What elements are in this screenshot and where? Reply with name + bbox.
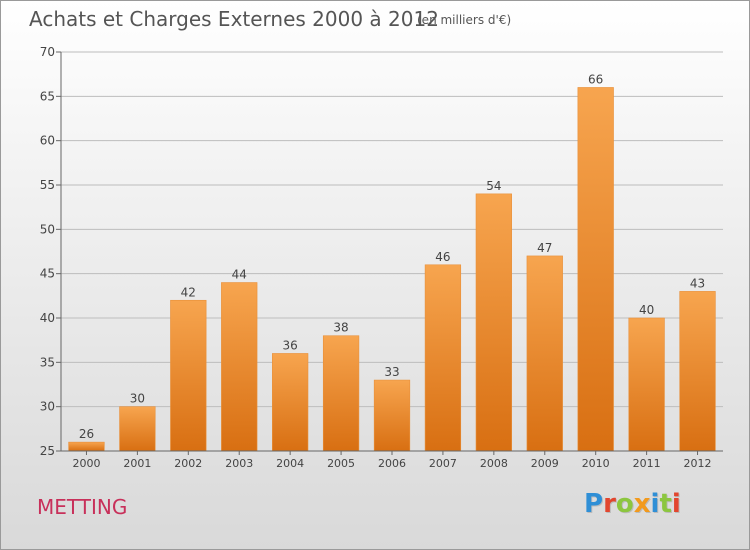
x-tick-label: 2007	[429, 457, 457, 470]
x-tick-label: 2003	[225, 457, 253, 470]
logo-letter: o	[615, 489, 634, 519]
value-label: 54	[486, 179, 501, 193]
bar-2000	[68, 441, 105, 452]
x-tick-label: 2001	[123, 457, 151, 470]
value-label: 43	[690, 276, 705, 290]
bar-2005	[322, 335, 360, 452]
value-label: 46	[435, 250, 450, 264]
bar-2003	[221, 282, 258, 452]
axes	[56, 51, 723, 455]
bar-2001	[119, 406, 156, 452]
bar-2004	[272, 353, 309, 452]
logo-letter: x	[633, 489, 651, 519]
bar-2011	[628, 317, 665, 452]
y-tick-label: 65	[40, 89, 55, 103]
y-tick-label: 50	[40, 222, 55, 236]
x-tick-label: 2005	[327, 457, 355, 470]
x-tick-label: 2011	[633, 457, 661, 470]
value-label: 38	[333, 321, 348, 335]
value-label: 30	[130, 392, 145, 406]
x-tick-label: 2004	[276, 457, 304, 470]
value-label: 40	[639, 303, 654, 317]
grid-lines	[61, 51, 723, 408]
x-tick-label: 2012	[684, 457, 712, 470]
value-label: 36	[283, 338, 298, 352]
value-label: 33	[384, 365, 399, 379]
bar-2010	[577, 87, 614, 452]
chart-subtitle: (en milliers d'€)	[417, 13, 512, 27]
bar-2009	[526, 255, 563, 452]
y-tick-label: 25	[40, 444, 55, 458]
y-tick-label: 60	[40, 134, 55, 148]
value-label: 26	[79, 427, 94, 441]
x-tick-label: 2002	[174, 457, 202, 470]
x-tick-label: 2000	[72, 457, 100, 470]
y-tick-label: 40	[40, 311, 55, 325]
y-tick-label: 35	[40, 355, 55, 369]
bar-2002	[170, 299, 207, 452]
y-tick-label: 70	[40, 45, 55, 59]
logo-letter: i	[650, 489, 660, 519]
bar-2012	[679, 291, 716, 452]
logo-letter: t	[659, 489, 672, 519]
y-tick-label: 55	[40, 178, 55, 192]
x-tick-label: 2006	[378, 457, 406, 470]
bar-2007	[424, 264, 462, 452]
value-label: 42	[181, 285, 196, 299]
y-tick-label: 45	[40, 267, 55, 281]
proxiti-logo: Proxiti	[584, 489, 681, 519]
value-label: 47	[537, 241, 552, 255]
chart-title: Achats et Charges Externes 2000 à 2012	[29, 7, 439, 31]
y-tick-label: 30	[40, 400, 55, 414]
bars	[68, 87, 716, 452]
commune-name: METTING	[37, 495, 128, 519]
value-label: 44	[232, 268, 247, 282]
x-tick-label: 2010	[582, 457, 610, 470]
x-tick-label: 2008	[480, 457, 508, 470]
value-label: 66	[588, 72, 603, 86]
labels: 25 30 35 40 45 50 55 60 65 70 26 2000 30 2001 42 2002 44…	[40, 45, 712, 470]
x-tick-label: 2009	[531, 457, 559, 470]
bar-2006	[373, 379, 411, 452]
logo-letter: i	[671, 489, 681, 519]
bar-2008	[475, 193, 512, 452]
logo-letter: P	[584, 489, 604, 519]
logo-letter: r	[603, 489, 616, 519]
